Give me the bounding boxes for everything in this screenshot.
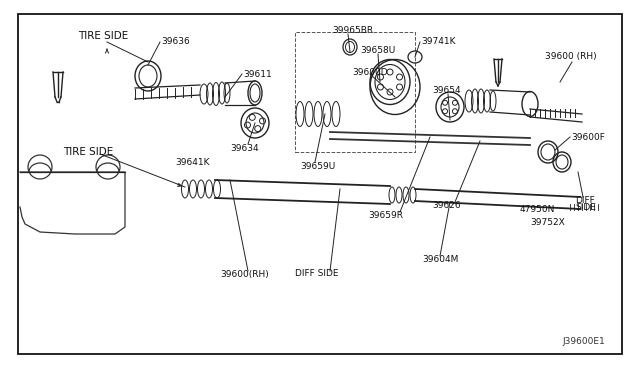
Text: DIFF: DIFF xyxy=(575,196,595,205)
Text: 39658U: 39658U xyxy=(360,45,396,55)
Text: 39600F: 39600F xyxy=(571,132,605,141)
Text: 39752X: 39752X xyxy=(530,218,564,227)
Text: 39600(RH): 39600(RH) xyxy=(220,269,269,279)
Text: 39659R: 39659R xyxy=(368,211,403,219)
Text: 39611: 39611 xyxy=(243,70,272,78)
Text: 39600D: 39600D xyxy=(352,67,388,77)
Text: 39626: 39626 xyxy=(432,201,461,209)
Text: 39641K: 39641K xyxy=(175,157,209,167)
Text: 39965BR: 39965BR xyxy=(332,26,373,35)
Text: DIFF SIDE: DIFF SIDE xyxy=(295,269,339,279)
Text: J39600E1: J39600E1 xyxy=(562,337,605,346)
Bar xyxy=(295,32,415,152)
Text: TIRE SIDE: TIRE SIDE xyxy=(63,147,113,157)
Text: 47950N: 47950N xyxy=(520,205,556,214)
Text: TIRE SIDE: TIRE SIDE xyxy=(78,31,128,41)
Text: SIDE: SIDE xyxy=(575,202,596,212)
Text: 39659U: 39659U xyxy=(300,161,335,170)
Text: 39634: 39634 xyxy=(230,144,259,153)
Text: 39600 (RH): 39600 (RH) xyxy=(545,51,596,61)
Text: 39636: 39636 xyxy=(161,36,189,45)
Text: 39604M: 39604M xyxy=(422,254,458,263)
Text: 39654: 39654 xyxy=(432,86,461,94)
Text: 39741K: 39741K xyxy=(421,36,456,45)
